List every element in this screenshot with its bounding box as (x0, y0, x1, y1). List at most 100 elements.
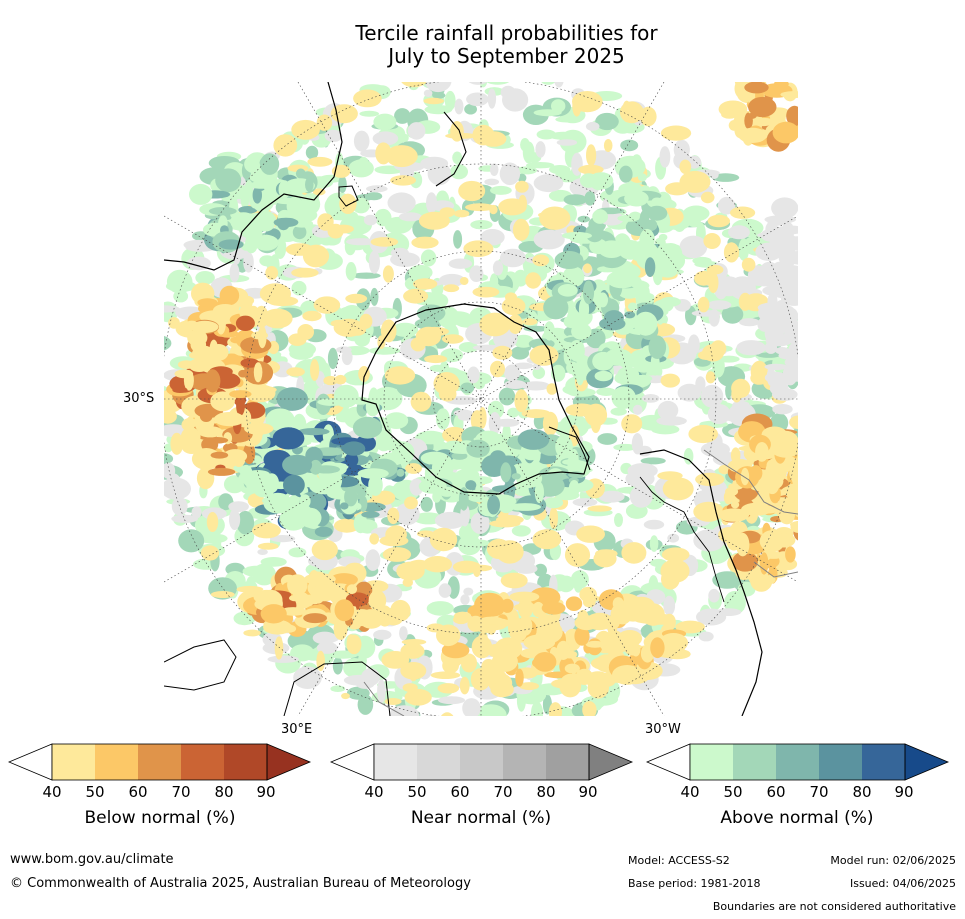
shading-blob (736, 340, 766, 356)
shading-blob (375, 142, 392, 165)
shading-blob (368, 346, 401, 355)
shading-blob (627, 302, 638, 311)
shading-blob (465, 480, 477, 491)
shading-blob (697, 350, 714, 360)
shading-blob (291, 119, 320, 140)
shading-blob (526, 162, 555, 169)
shading-blob (569, 424, 580, 447)
shading-blob (352, 416, 383, 439)
shading-blob (463, 587, 474, 596)
cb0-tick: 50 (85, 783, 105, 801)
shading-blob (617, 214, 640, 222)
shading-blob (403, 288, 429, 304)
shading-blob (783, 327, 798, 345)
shading-blob (430, 671, 461, 679)
shading-blob (606, 270, 638, 289)
shading-blob (658, 233, 668, 241)
shading-blob (415, 326, 442, 347)
shading-blob (460, 382, 475, 394)
map-title: Tercile rainfall probabilities for July … (0, 22, 965, 68)
shading-blob (207, 467, 236, 476)
cb0-tick: 90 (256, 783, 276, 801)
near-normal-label: Near normal (%) (410, 808, 552, 828)
shading-blob (620, 139, 639, 152)
shading-blob (707, 214, 730, 228)
shading-blob (438, 696, 465, 705)
shading-blob (289, 594, 302, 602)
cb0-tick: 60 (128, 783, 148, 801)
shading-blob (596, 387, 617, 396)
shading-blob (373, 629, 392, 640)
shading-blob (297, 428, 330, 436)
shading-blob (346, 238, 377, 246)
shading-blob (344, 487, 358, 507)
shading-blob (692, 256, 712, 265)
shading-blob (459, 467, 477, 481)
shading-blob (353, 130, 370, 152)
shading-blob (323, 375, 338, 386)
cb1-tick: 60 (450, 783, 470, 801)
shading-blob (785, 485, 798, 500)
shading-blob (359, 110, 379, 117)
shading-blob (544, 497, 564, 509)
shading-blob (612, 597, 624, 610)
shading-blob (772, 121, 798, 144)
shading-blob (423, 715, 438, 716)
shading-blob (706, 549, 733, 561)
shading-blob (504, 364, 521, 382)
shading-blob (718, 464, 731, 475)
shading-blob (532, 529, 562, 550)
graticule (164, 82, 798, 716)
shading-blob (236, 585, 264, 593)
shading-blob (631, 433, 643, 455)
shading-blob (274, 636, 284, 660)
shading-blob (384, 216, 413, 234)
shading-blob (418, 478, 447, 494)
shading-blob (382, 547, 412, 562)
shading-blob (243, 629, 261, 637)
cb2-tick: 90 (894, 783, 914, 801)
shading-blob (707, 404, 731, 424)
shading-blob (511, 473, 521, 480)
shading-blob (789, 462, 798, 484)
shading-blob (634, 311, 658, 336)
shading-blob (287, 574, 308, 596)
website-link[interactable]: www.bom.gov.au/climate (10, 852, 174, 867)
shading-blob (778, 351, 798, 360)
colorbar-segment (503, 744, 546, 780)
shading-blob (305, 145, 319, 160)
south-america-inner (639, 476, 725, 603)
shading-blob (410, 391, 432, 412)
shading-blob (463, 240, 494, 257)
colorbar-segment (546, 744, 589, 780)
shading-blob (705, 371, 716, 384)
shading-blob (200, 545, 220, 561)
shading-blob (660, 125, 692, 141)
shading-blob (382, 265, 394, 283)
colorbar-segment (690, 744, 733, 780)
shading-blob (439, 273, 465, 287)
shading-blob (372, 131, 399, 146)
shading-blob (554, 251, 584, 269)
cb2-tick: 50 (723, 783, 743, 801)
shading-blob (457, 413, 475, 421)
country-boundaries (363, 449, 798, 716)
shading-blob (571, 323, 592, 340)
shading-blob (648, 575, 659, 594)
shading-blob (637, 173, 647, 182)
shading-blob (585, 612, 614, 631)
shading-blob (384, 366, 416, 385)
shading-blob (365, 549, 381, 571)
shading-blob (592, 209, 608, 224)
shading-blob (483, 667, 504, 680)
cb1-tick: 50 (407, 783, 427, 801)
shading-blob (197, 426, 223, 438)
shading-blob (790, 520, 798, 534)
shading-blob (779, 307, 798, 326)
shading-blob (663, 648, 691, 660)
shading-blob (515, 166, 538, 175)
colorbar-segment (733, 744, 776, 780)
shading-blob (731, 385, 742, 403)
shading-blob (621, 414, 643, 434)
shading-blob (454, 611, 472, 621)
